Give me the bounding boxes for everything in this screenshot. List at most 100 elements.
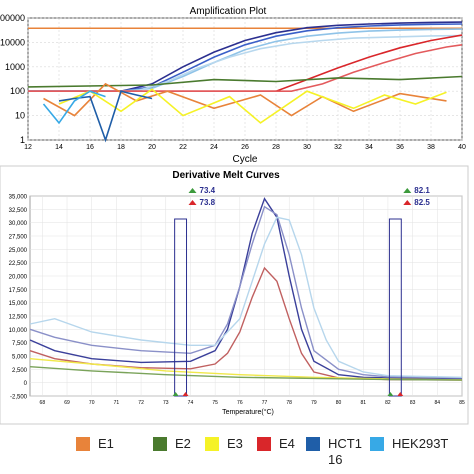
legend-label: E4	[279, 436, 295, 451]
melt-y-tick-label: 17,500	[9, 288, 28, 294]
amp-series-line-6	[27, 75, 463, 88]
melt-grid	[30, 195, 463, 397]
legend-label: E1	[98, 436, 114, 451]
melt-series	[29, 197, 463, 381]
melt-x-tick-label: 78	[286, 400, 292, 406]
amp-x-tick-label: 30	[303, 144, 311, 151]
amplification-plot-title: Amplification Plot	[190, 6, 267, 17]
melt-y-tick-label: 12,500	[9, 315, 28, 321]
legend-swatch	[306, 437, 320, 451]
legend-item: E2	[153, 436, 219, 452]
amp-x-tick-label: 14	[55, 144, 63, 151]
legend-swatch	[257, 437, 271, 451]
legend-label: HCT116	[328, 436, 362, 467]
legend-item: HEK293T	[370, 436, 452, 452]
melt-peak-marker-icon	[403, 200, 412, 205]
amplification-x-label: Cycle	[232, 154, 257, 165]
melt-x-tick-label: 79	[311, 400, 317, 406]
melt-curve-plot: Derivative Melt Curves -2,500 0 2,500 5,000…	[0, 165, 469, 425]
legend-swatch	[205, 437, 219, 451]
legend-item: E4	[257, 436, 323, 452]
legend: E1 E2 E3 E4 HCT116 HEK293T	[0, 430, 474, 474]
melt-x-tick-label: 82	[385, 400, 391, 406]
melt-y-tick-label: -2,500	[10, 395, 28, 401]
amp-y-tick-label: 1000	[5, 62, 25, 72]
amp-x-tick-label: 22	[179, 144, 187, 151]
melt-y-tick-label: 0	[24, 381, 28, 387]
melt-y-tick-label: 32,500	[9, 208, 28, 214]
amp-series-line-9	[58, 90, 153, 143]
melt-x-tick-label: 80	[336, 400, 342, 406]
amp-x-tick-label: 26	[241, 144, 249, 151]
amp-y-tick-label: 10000	[0, 37, 25, 47]
amp-x-tick-label: 18	[117, 144, 125, 151]
melt-series-line-1	[29, 205, 463, 379]
amp-x-tick-label: 36	[396, 144, 404, 151]
melt-x-tick-label: 70	[89, 400, 95, 406]
melt-x-ticks: 68 69 70 71 72 73 74 75 76 77 78 79 80 81 82 83 84 85	[40, 400, 465, 406]
melt-y-tick-label: 30,000	[9, 221, 28, 227]
melt-plot-frame	[0, 165, 469, 425]
amplification-plot: Amplification Plot 1 10 100 1000 10000 100000…	[0, 6, 466, 165]
melt-x-tick-label: 83	[410, 400, 416, 406]
melt-x-tick-label: 76	[237, 400, 243, 406]
amp-x-tick-label: 20	[148, 144, 156, 151]
melt-peak-axis-marker-icon	[387, 392, 394, 396]
legend-swatch	[153, 437, 167, 451]
legend-swatch	[370, 437, 384, 451]
melt-y-tick-label: 22,500	[9, 261, 28, 267]
melt-x-tick-label: 72	[138, 400, 144, 406]
melt-y-tick-label: 7,500	[12, 341, 28, 347]
melt-y-tick-label: 15,000	[9, 301, 28, 307]
legend-item: HCT116	[306, 436, 366, 468]
amp-x-tick-label: 32	[334, 144, 342, 151]
amp-x-tick-label: 40	[458, 144, 466, 151]
amp-series-line-7	[43, 82, 447, 117]
amp-series-line-3	[28, 34, 463, 92]
melt-peak-box-0	[174, 218, 188, 397]
amp-series-line-4	[28, 34, 463, 92]
melt-x-tick-label: 75	[212, 400, 218, 406]
legend-label: HEK293T	[392, 436, 449, 451]
amp-series-line-5	[28, 44, 463, 92]
melt-plot-title: Derivative Melt Curves	[172, 170, 280, 181]
melt-series-line-5	[29, 366, 463, 381]
melt-peak-box-1	[388, 218, 402, 397]
melt-x-tick-label: 74	[188, 400, 194, 406]
melt-x-tick-label: 73	[163, 400, 169, 406]
amp-x-tick-label: 38	[427, 144, 435, 151]
melt-x-tick-label: 85	[459, 400, 465, 406]
melt-x-tick-label: 84	[435, 400, 441, 406]
melt-peak-marker-icon	[188, 188, 197, 193]
melt-series-line-2	[29, 216, 463, 378]
amp-series-line-10	[42, 90, 106, 125]
melt-peak-label: 73.4	[200, 186, 216, 195]
melt-y-ticks: -2,500 0 2,500 5,000 7,500 10,000 12,500 15,000…	[9, 195, 28, 401]
melt-x-tick-label: 71	[114, 400, 120, 406]
amp-x-tick-label: 34	[365, 144, 373, 151]
legend-item: E1	[76, 436, 142, 452]
melt-y-tick-label: 10,000	[9, 328, 28, 334]
melt-x-tick-label: 68	[40, 400, 46, 406]
melt-peak-marker-icon	[403, 188, 412, 193]
melt-y-tick-label: 25,000	[9, 248, 28, 254]
amp-x-tick-label: 24	[210, 144, 218, 151]
amp-y-tick-label: 100	[10, 86, 25, 96]
amp-series-line-0	[28, 21, 463, 92]
legend-label: E3	[227, 436, 243, 451]
melt-y-tick-label: 20,000	[9, 275, 28, 281]
melt-peak-axis-marker-icon	[397, 392, 404, 396]
amp-y-tick-label: 10	[15, 111, 25, 121]
melt-x-label: Temperature(°C)	[222, 408, 274, 416]
melt-x-tick-label: 77	[262, 400, 268, 406]
amp-x-tick-label: 28	[272, 144, 280, 151]
amp-x-tick-label: 12	[24, 144, 32, 151]
melt-peak-axis-marker-icon	[182, 392, 189, 396]
melt-y-tick-label: 5,000	[12, 355, 28, 361]
melt-y-tick-label: 27,500	[9, 235, 28, 241]
amplification-x-ticks: 12 14 16 18 20 22 24 26 28 30 32 34 36 38 40	[24, 144, 466, 151]
melt-peak-label: 73.8	[200, 198, 216, 207]
